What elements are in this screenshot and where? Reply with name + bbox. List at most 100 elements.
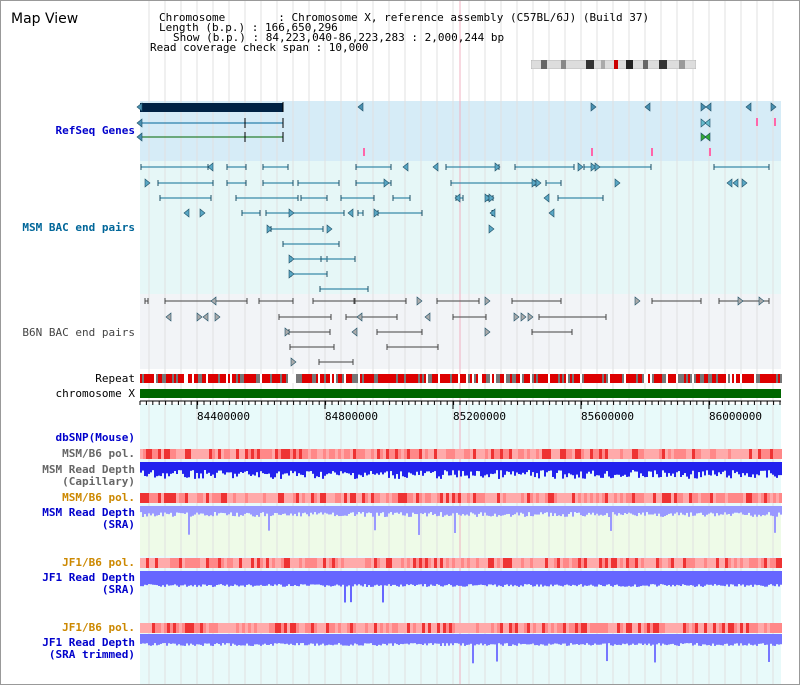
depth-bar (200, 462, 202, 474)
depth-bar (598, 462, 600, 476)
depth-bar (498, 634, 500, 644)
polymorphism-cell (584, 623, 587, 633)
depth-bar (616, 506, 618, 516)
depth-bar (394, 462, 396, 479)
depth-bar (194, 462, 196, 479)
track-label-msm-bac[interactable]: MSM BAC end pairs (22, 221, 135, 234)
repeat-bar (616, 374, 618, 383)
polymorphism-cell (719, 493, 722, 503)
polymorphism-cell (512, 449, 515, 459)
depth-bar (600, 506, 602, 515)
repeat-bar (224, 374, 226, 383)
repeat-bar (608, 374, 610, 383)
track-label-msm-read-depth-capillary[interactable]: MSM Read Depth (Capillary) (42, 463, 135, 488)
depth-bar (470, 462, 472, 472)
polymorphism-cell (566, 558, 569, 568)
depth-bar (234, 634, 236, 645)
polymorphism-cell (176, 558, 179, 568)
polymorphism-cell (344, 623, 347, 633)
polymorphism-cell (545, 493, 548, 503)
feature-marker (488, 193, 495, 203)
depth-bar (202, 634, 204, 646)
depth-bar (620, 462, 622, 477)
feature-marker (488, 224, 495, 234)
repeat-bar (242, 374, 244, 383)
depth-bar (704, 506, 706, 517)
track-label-jf1-b6-pol[interactable]: JF1/B6 pol. (62, 621, 135, 634)
depth-bar (558, 462, 560, 471)
track-label-jf1-read-depth-trimmed[interactable]: JF1 Read Depth (SRA trimmed) (42, 636, 135, 661)
polymorphism-cell (767, 623, 770, 633)
track-label-chromosome: chromosome X (55, 387, 135, 400)
depth-bar (748, 634, 750, 644)
track-label-b6n-bac[interactable]: B6N BAC end pairs (22, 326, 135, 339)
polymorphism-cell (149, 493, 152, 503)
depth-bar (640, 462, 642, 474)
repeat-bar (652, 374, 654, 383)
track-label-msm-b6-pol[interactable]: MSM/B6 pol. (62, 447, 135, 460)
track-label-msm-read-depth-sra[interactable]: MSM Read Depth (SRA) (42, 506, 135, 531)
depth-bar (420, 506, 422, 514)
depth-bar (370, 571, 372, 587)
polymorphism-cell (404, 623, 407, 633)
track-label-dbsnp[interactable]: dbSNP(Mouse) (55, 431, 135, 444)
repeat-bar (682, 374, 684, 383)
depth-bar (562, 634, 564, 644)
depth-bar (410, 462, 412, 474)
track-label-refseq[interactable]: RefSeq Genes (55, 124, 135, 137)
repeat-bar (672, 374, 674, 383)
polymorphism-cell (272, 623, 275, 633)
polymorphism-cell (620, 623, 623, 633)
depth-bar (528, 634, 530, 645)
polymorphism-cell (776, 493, 779, 503)
polymorphism-cell (632, 623, 635, 633)
depth-bar (612, 634, 614, 646)
polymorphism-cell (551, 558, 554, 568)
polymorphism-cell (554, 493, 557, 503)
polymorphism-cell (755, 623, 758, 633)
polymorphism-cell (473, 493, 476, 503)
depth-bar (312, 506, 314, 515)
polymorphism-cell (560, 493, 563, 503)
polymorphism-cell (260, 449, 263, 459)
depth-bar (502, 462, 504, 478)
depth-bar (184, 462, 186, 478)
depth-bar (380, 634, 382, 646)
depth-bar (476, 634, 478, 645)
polymorphism-cell (746, 623, 749, 633)
depth-bar (226, 634, 228, 644)
depth-bar (144, 571, 146, 585)
repeat-bar (570, 374, 572, 383)
polymorphism-cell (407, 493, 410, 503)
depth-bar (748, 506, 750, 513)
depth-bar (522, 571, 524, 587)
depth-bar (454, 634, 456, 644)
repeat-bar (378, 374, 380, 383)
polymorphism-cell (443, 558, 446, 568)
chromosome-ideogram[interactable] (530, 54, 697, 70)
polymorphism-cell (665, 623, 668, 633)
depth-bar (368, 634, 370, 644)
repeat-bar (440, 374, 442, 383)
track-label-jf1-read-depth-sra[interactable]: JF1 Read Depth (SRA) (42, 571, 135, 596)
depth-bar (674, 462, 676, 478)
feature-marker (737, 296, 744, 306)
depth-bar (618, 634, 620, 645)
depth-bar (626, 634, 628, 644)
polymorphism-cell (281, 449, 284, 459)
depth-bar (184, 571, 186, 585)
depth-bar (520, 462, 522, 475)
polymorphism-cell (320, 449, 323, 459)
depth-bar (326, 634, 328, 646)
depth-bar (484, 506, 486, 513)
track-label-msm-b6-pol[interactable]: MSM/B6 pol. (62, 491, 135, 504)
depth-bar (612, 571, 614, 587)
depth-bar (250, 462, 252, 476)
feature-marker (383, 178, 390, 188)
depth-bar (728, 571, 730, 587)
feature-marker (347, 208, 354, 218)
depth-bar (504, 634, 506, 644)
track-label-jf1-b6-pol[interactable]: JF1/B6 pol. (62, 556, 135, 569)
depth-bar (184, 506, 186, 514)
